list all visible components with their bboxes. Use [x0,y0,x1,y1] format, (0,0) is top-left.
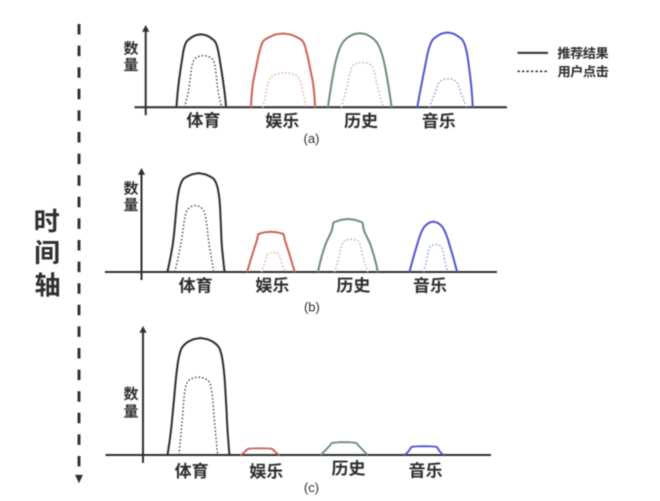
svg-text:(b): (b) [304,300,320,315]
svg-text:(c): (c) [304,480,319,495]
svg-text:(a): (a) [304,131,320,146]
